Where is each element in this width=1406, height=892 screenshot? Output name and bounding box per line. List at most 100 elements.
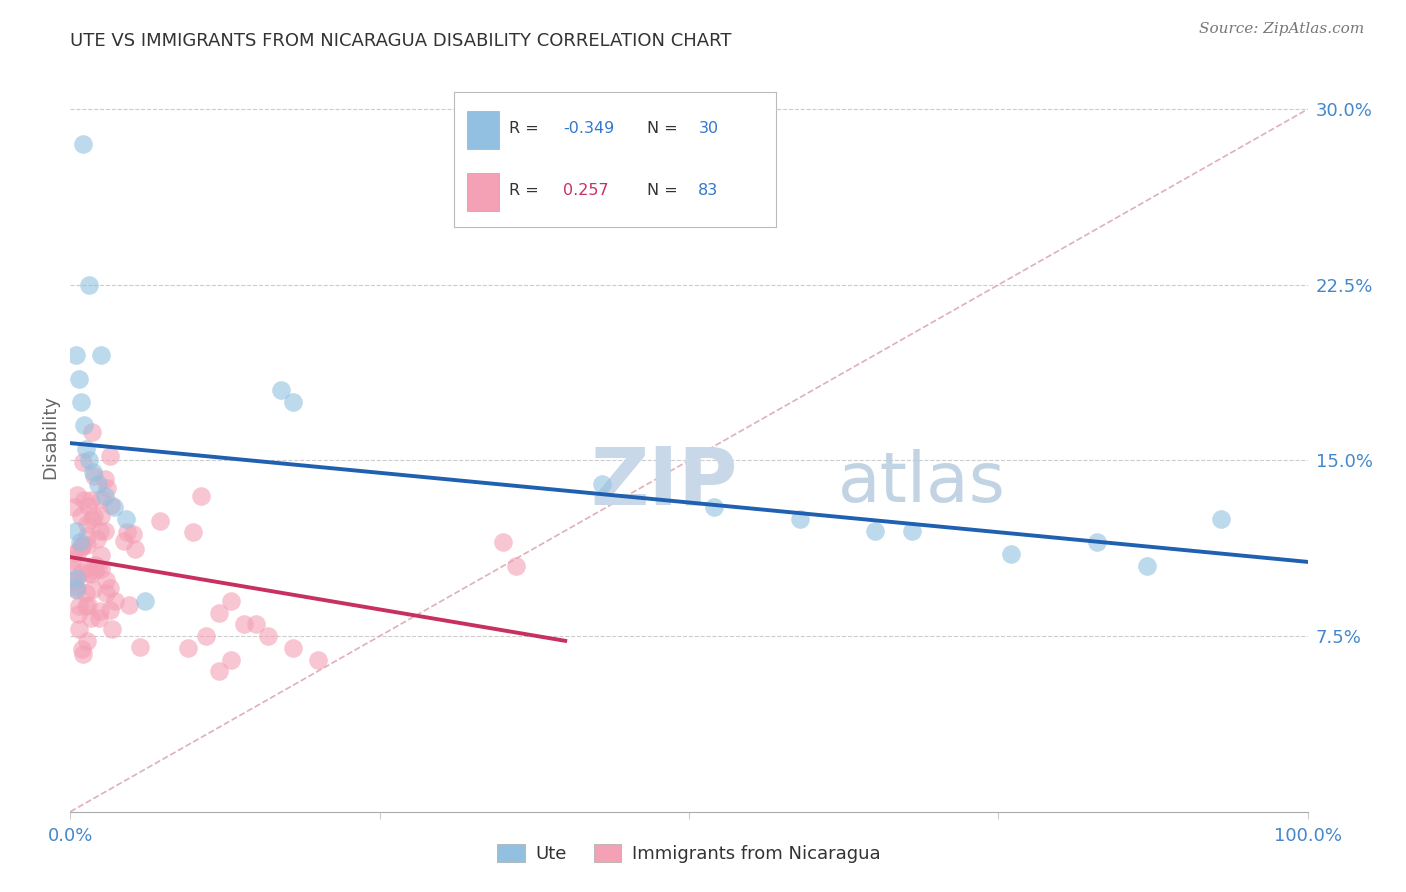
Point bbox=[67, 371, 90, 385]
Point bbox=[789, 512, 811, 526]
Point bbox=[281, 395, 304, 409]
Point bbox=[591, 476, 613, 491]
Point bbox=[86, 559, 108, 574]
Point bbox=[82, 465, 104, 479]
Point bbox=[195, 629, 218, 643]
Point bbox=[72, 137, 94, 152]
Point bbox=[67, 599, 90, 613]
Point bbox=[90, 348, 112, 362]
Point bbox=[67, 545, 90, 559]
Point bbox=[118, 598, 141, 612]
Point bbox=[65, 524, 87, 538]
Point bbox=[208, 606, 231, 620]
Point bbox=[181, 525, 204, 540]
Point bbox=[72, 647, 94, 661]
Point bbox=[83, 563, 105, 577]
Point bbox=[98, 582, 121, 596]
Point bbox=[307, 652, 329, 666]
Legend: Ute, Immigrants from Nicaragua: Ute, Immigrants from Nicaragua bbox=[491, 837, 887, 870]
Point bbox=[83, 509, 105, 524]
Text: ZIP: ZIP bbox=[591, 443, 737, 521]
Point bbox=[232, 617, 254, 632]
Point bbox=[208, 664, 231, 679]
Point bbox=[69, 535, 91, 549]
Point bbox=[90, 549, 112, 563]
Text: UTE VS IMMIGRANTS FROM NICARAGUA DISABILITY CORRELATION CHART: UTE VS IMMIGRANTS FROM NICARAGUA DISABIL… bbox=[70, 32, 731, 50]
Point bbox=[104, 594, 127, 608]
Point bbox=[76, 517, 98, 532]
Point bbox=[270, 384, 292, 398]
Point bbox=[82, 582, 104, 596]
Point bbox=[87, 611, 110, 625]
Point bbox=[66, 582, 89, 597]
Point bbox=[67, 623, 90, 637]
Point bbox=[77, 277, 100, 292]
Point bbox=[75, 442, 97, 456]
Point bbox=[89, 604, 111, 618]
Point bbox=[72, 455, 94, 469]
Point bbox=[98, 450, 121, 464]
Point bbox=[492, 535, 515, 549]
Point bbox=[65, 488, 87, 502]
Point bbox=[77, 453, 100, 467]
Point bbox=[70, 565, 93, 579]
Point bbox=[73, 418, 96, 433]
Point bbox=[77, 499, 100, 513]
Text: Source: ZipAtlas.com: Source: ZipAtlas.com bbox=[1198, 22, 1364, 37]
Point bbox=[98, 603, 121, 617]
Point bbox=[93, 472, 115, 486]
Point bbox=[281, 640, 304, 655]
Point bbox=[90, 491, 112, 506]
Point bbox=[703, 500, 725, 515]
Point bbox=[77, 566, 100, 580]
Point bbox=[79, 492, 101, 507]
Point bbox=[114, 534, 136, 549]
Point bbox=[76, 538, 98, 552]
Point bbox=[76, 560, 98, 574]
Point bbox=[65, 571, 87, 585]
Point bbox=[75, 586, 97, 600]
Point bbox=[94, 573, 117, 587]
Point bbox=[190, 489, 212, 503]
Point bbox=[65, 348, 87, 362]
Point bbox=[83, 469, 105, 483]
Point bbox=[96, 481, 118, 495]
Point bbox=[70, 642, 93, 657]
Point bbox=[65, 579, 87, 593]
Point bbox=[62, 574, 84, 588]
Point bbox=[148, 514, 170, 528]
Point bbox=[177, 640, 200, 655]
Point bbox=[94, 586, 117, 600]
Point bbox=[90, 509, 112, 524]
Text: atlas: atlas bbox=[838, 449, 1005, 516]
Point bbox=[73, 493, 96, 508]
Point bbox=[89, 524, 111, 538]
Point bbox=[257, 629, 280, 643]
Point bbox=[86, 476, 108, 491]
Point bbox=[63, 545, 86, 559]
Point bbox=[63, 500, 86, 514]
Point bbox=[219, 594, 242, 608]
Y-axis label: Disability: Disability bbox=[41, 395, 59, 479]
Point bbox=[128, 640, 150, 654]
Point bbox=[505, 558, 527, 573]
Point bbox=[80, 567, 103, 582]
Point bbox=[65, 582, 87, 597]
Point bbox=[124, 541, 146, 556]
Point bbox=[94, 489, 117, 503]
Point bbox=[70, 395, 93, 409]
Point bbox=[94, 524, 117, 538]
Point bbox=[90, 562, 112, 576]
Point bbox=[76, 634, 98, 648]
Point bbox=[1000, 547, 1022, 561]
Point bbox=[1085, 535, 1108, 549]
Point bbox=[86, 532, 108, 546]
Point bbox=[76, 598, 98, 612]
Point bbox=[1136, 558, 1159, 573]
Point bbox=[900, 524, 922, 538]
Point bbox=[70, 539, 93, 553]
Point bbox=[100, 499, 122, 513]
Point bbox=[121, 527, 143, 541]
Point bbox=[72, 540, 94, 554]
Point bbox=[75, 599, 97, 613]
